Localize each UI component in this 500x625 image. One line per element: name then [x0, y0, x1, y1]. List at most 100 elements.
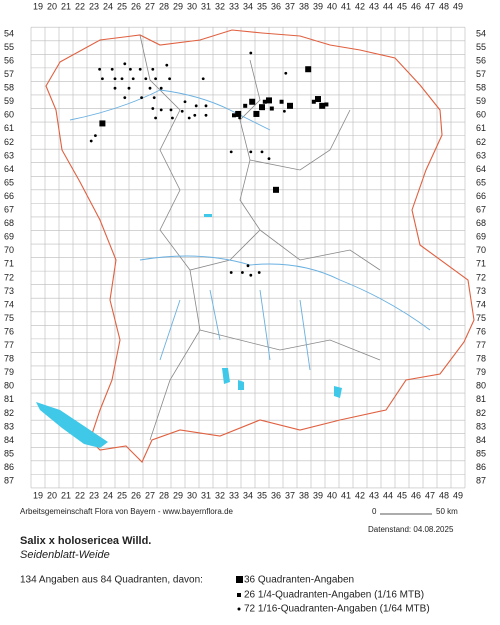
x-label: 22	[75, 490, 85, 500]
x-label: 47	[425, 1, 435, 11]
sixteenth-record	[165, 63, 169, 67]
x-label: 36	[271, 1, 281, 11]
quarter-record	[279, 99, 284, 104]
sixteenth-record	[169, 108, 173, 112]
y-label: 82	[476, 408, 486, 418]
y-label: 84	[476, 435, 486, 445]
y-label: 74	[4, 299, 14, 309]
y-label: 72	[476, 272, 486, 282]
quadrant-record	[99, 120, 106, 127]
x-label: 23	[89, 490, 99, 500]
y-label: 79	[4, 367, 14, 377]
quarter-record	[243, 103, 248, 108]
sixteenth-record	[204, 113, 208, 117]
y-label: 64	[476, 164, 486, 174]
y-label: 70	[476, 245, 486, 255]
sixteenth-record	[110, 67, 114, 71]
y-label: 74	[476, 299, 486, 309]
x-label: 42	[355, 1, 365, 11]
y-label: 66	[476, 191, 486, 201]
y-label: 79	[476, 367, 486, 377]
sixteenth-record	[229, 271, 233, 274]
sixteenth-record	[194, 104, 198, 108]
quarter-record	[311, 99, 316, 104]
sixteenth-record	[283, 109, 286, 113]
quarter-record	[232, 113, 236, 118]
sixteenth-record	[129, 67, 132, 71]
x-label: 38	[299, 490, 309, 500]
x-label: 28	[159, 490, 169, 500]
x-label: 45	[397, 1, 407, 11]
x-label: 48	[439, 1, 449, 11]
x-label: 30	[187, 490, 197, 500]
y-label: 67	[4, 205, 14, 215]
x-label: 40	[327, 1, 337, 11]
sixteenth-record	[127, 86, 131, 90]
quadrant-record	[273, 186, 279, 193]
sixteenth-record	[154, 116, 158, 120]
sixteenth-record	[152, 96, 156, 100]
sixteenth-record	[193, 113, 197, 117]
quadrant-record	[235, 110, 242, 117]
x-label: 34	[243, 490, 253, 500]
x-label: 36	[271, 490, 281, 500]
x-label: 29	[173, 490, 183, 500]
y-label: 63	[4, 150, 14, 160]
y-label: 62	[476, 137, 486, 147]
occurrence-points	[89, 51, 329, 277]
x-label: 20	[47, 490, 57, 500]
y-label: 71	[4, 259, 14, 269]
y-label: 86	[4, 462, 14, 472]
y-label: 60	[4, 110, 14, 120]
summary: 134 Angaben aus 84 Quadranten, davon:	[20, 575, 203, 586]
x-label: 48	[439, 490, 449, 500]
y-label: 54	[4, 28, 14, 38]
quadrant-record	[259, 104, 265, 111]
bavaria-border	[45, 29, 475, 463]
date: Datenstand: 04.08.2025	[368, 525, 454, 534]
y-label: 63	[476, 150, 486, 160]
sixteenth-record	[120, 77, 124, 81]
y-label: 56	[476, 55, 486, 65]
sixteenth-record	[246, 264, 250, 268]
y-label: 59	[4, 96, 14, 106]
sixteenth-record	[249, 51, 253, 55]
x-label: 21	[61, 490, 71, 500]
y-label: 78	[4, 354, 14, 364]
x-label: 21	[61, 1, 71, 11]
x-label: 24	[103, 1, 113, 11]
x-label: 32	[215, 1, 225, 11]
sixteenth-record	[204, 104, 208, 108]
x-label: 40	[327, 490, 337, 500]
y-label: 59	[476, 96, 486, 106]
y-label: 77	[476, 340, 486, 350]
x-label: 46	[411, 1, 421, 11]
quadrant-record	[305, 66, 312, 73]
quarter-record	[262, 99, 267, 104]
y-label: 61	[4, 123, 14, 133]
sixteenth-record	[151, 107, 155, 110]
x-label: 37	[285, 490, 295, 500]
y-label: 64	[4, 164, 14, 174]
x-label: 32	[215, 490, 225, 500]
x-label: 49	[453, 490, 463, 500]
y-label: 84	[4, 435, 14, 445]
y-label: 58	[476, 83, 486, 93]
sixteenth-record	[159, 86, 163, 90]
sixteenth-record	[171, 116, 174, 120]
legend-item: 72 1/16-Quadranten-Angaben (1/64 MTB)	[244, 604, 430, 615]
sixteenth-record	[123, 96, 127, 100]
y-label: 76	[476, 326, 486, 336]
y-label: 86	[476, 462, 486, 472]
sixteenth-record	[138, 67, 142, 71]
x-label: 34	[243, 1, 253, 11]
sixteenth-record	[249, 150, 253, 154]
y-label: 80	[4, 381, 14, 391]
sixteenth-record	[267, 157, 271, 161]
x-label: 24	[103, 490, 113, 500]
legend-item: 36 Quadranten-Angaben	[244, 575, 354, 586]
y-label: 60	[476, 110, 486, 120]
sixteenth-record	[159, 108, 163, 112]
quadrant-record	[315, 96, 321, 103]
sixteenth-record	[168, 77, 172, 81]
